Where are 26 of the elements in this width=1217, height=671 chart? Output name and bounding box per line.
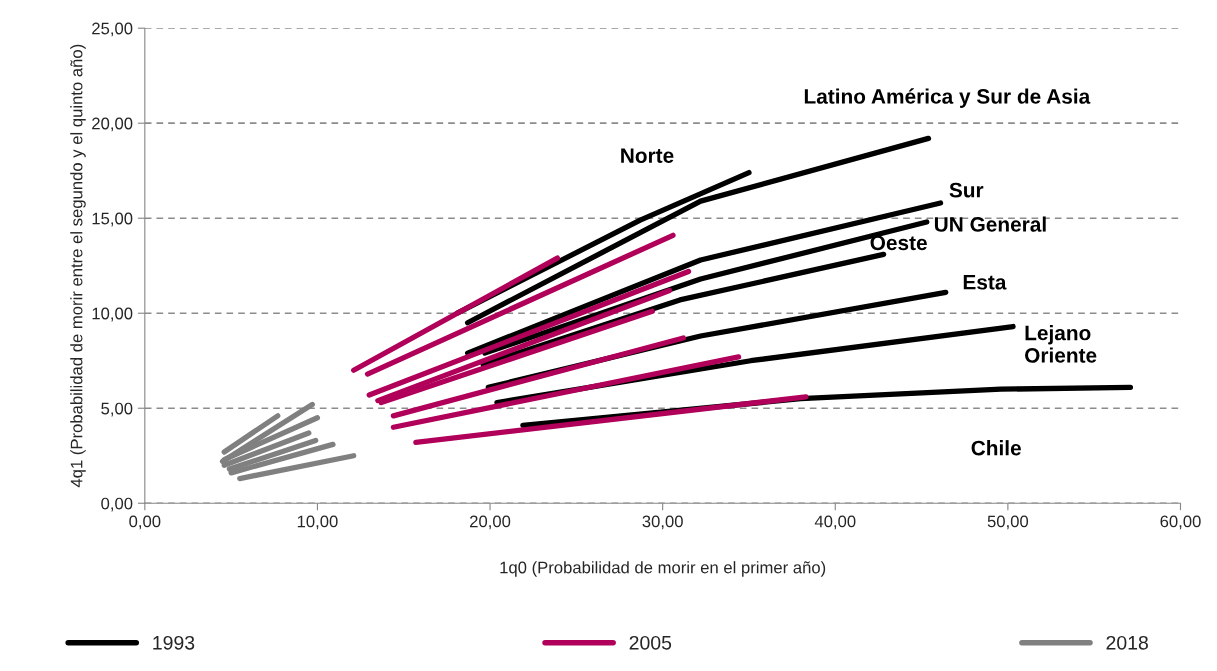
y-tick-label: 25,00	[92, 22, 133, 37]
legend-label: 2018	[1106, 635, 1148, 650]
annotation: Esta	[963, 275, 1007, 290]
x-tick-label: 20,00	[470, 515, 511, 530]
annotation: Latino América y Sur de Asia	[804, 88, 1091, 108]
x-tick-label: 10,00	[297, 515, 338, 530]
x-tick-label: 50,00	[987, 515, 1029, 530]
legend-label: 2005	[629, 635, 672, 650]
annotation: Lejano Oriente	[1025, 325, 1097, 363]
x-axis-title: 1q0 (Probabilidad de morir en el primer año)	[500, 561, 826, 577]
x-tick-label: 0,00	[129, 515, 161, 530]
annotation: Chile	[971, 440, 1021, 456]
y-tick-label: 10,00	[92, 307, 133, 322]
y-tick-label: 0,00	[101, 497, 133, 512]
annotation: Norte	[621, 148, 674, 163]
x-tick-label: 30,00	[642, 515, 683, 530]
annotation: Oeste	[870, 235, 927, 251]
x-tick-label: 60,00	[1160, 515, 1201, 530]
y-tick-label: 20,00	[92, 117, 133, 132]
y-tick-label: 5,00	[101, 402, 133, 417]
y-tick-label: 15,00	[92, 212, 133, 227]
y-axis-title: 4q1 (Probabilidad de morir entre el segundo y el quinto año)	[70, 44, 86, 488]
x-tick-label: 40,00	[814, 515, 856, 530]
legend-label: 1993	[153, 635, 195, 650]
annotation: Sur	[949, 182, 984, 198]
annotation: UN General	[934, 216, 1046, 232]
